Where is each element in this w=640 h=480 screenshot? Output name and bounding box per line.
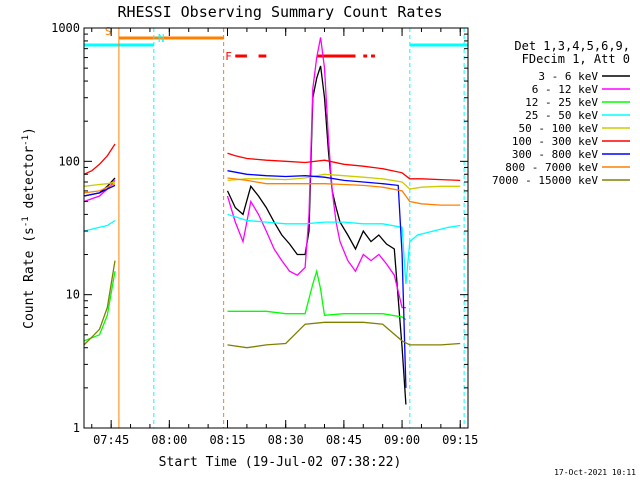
- series-7000-15000keV: [83, 260, 461, 349]
- legend-label: 800 - 7000 keV: [505, 161, 598, 174]
- x-tick-label: 08:15: [209, 433, 245, 447]
- flag-label: F: [225, 50, 232, 63]
- x-tick-label: 09:15: [442, 433, 478, 447]
- observing-flags: S N F: [84, 25, 468, 63]
- y-axis-label: Count Rate (s-1 detector-1): [21, 127, 37, 329]
- series-line: [227, 321, 461, 349]
- y-tick-label: 10: [66, 288, 80, 302]
- legend-label: 12 - 25 keV: [525, 96, 598, 109]
- x-tick-label: 07:45: [93, 433, 129, 447]
- series-lines: [83, 37, 461, 405]
- legend-label: 3 - 6 keV: [538, 70, 598, 83]
- x-tick-label: 09:00: [384, 433, 420, 447]
- series-line: [227, 152, 461, 182]
- flag-label: N: [158, 32, 165, 45]
- legend-label: 25 - 50 keV: [525, 109, 598, 122]
- chart-title: RHESSI Observing Summary Count Rates: [117, 3, 442, 21]
- x-axis-label: Start Time (19-Jul-02 07:38:22): [159, 455, 402, 470]
- series-300-800keV: [83, 170, 407, 388]
- y-tick-label: 1000: [51, 21, 80, 35]
- series-line: [227, 173, 461, 190]
- x-axis-ticks: 07:45 08:00 08:15 08:30 08:45 09:00 09:15: [91, 28, 478, 447]
- legend-label: 6 - 12 keV: [532, 83, 599, 96]
- y-tick-label: 1: [73, 421, 80, 435]
- series-800-7000keV: [83, 177, 461, 206]
- series-line: [226, 37, 406, 309]
- series-25-50keV: [83, 213, 461, 285]
- series-line: [83, 219, 116, 232]
- y-axis-ticks: 1 10 100 1000: [51, 21, 468, 435]
- x-tick-label: 08:00: [151, 433, 187, 447]
- legend-label: 50 - 100 keV: [519, 122, 599, 135]
- series-line: [83, 260, 116, 346]
- timestamp: 17-Oct-2021 10:11: [554, 468, 636, 477]
- series-line: [83, 183, 116, 194]
- series-line: [227, 177, 461, 206]
- flag-label: S: [105, 25, 112, 38]
- series-line: [227, 170, 407, 388]
- series-6-12keV: [83, 37, 406, 309]
- series-line: [83, 184, 116, 197]
- x-tick-label: 08:45: [326, 433, 362, 447]
- series-line: [227, 268, 407, 321]
- y-tick-label: 100: [58, 154, 80, 168]
- legend-header-1: Det 1,3,4,5,6,9,: [514, 39, 630, 53]
- series-line: [83, 143, 116, 175]
- series-line: [83, 181, 116, 187]
- series-line: [226, 65, 407, 405]
- mode-boundaries: [118, 28, 465, 428]
- series-50-100keV: [83, 173, 461, 190]
- x-tick-label: 08:30: [268, 433, 304, 447]
- legend: Det 1,3,4,5,6,9, FDecim 1, Att 0 3 - 6 k…: [492, 39, 630, 187]
- legend-label: 300 - 800 keV: [512, 148, 598, 161]
- series-line: [227, 213, 461, 285]
- legend-header-2: FDecim 1, Att 0: [522, 52, 630, 66]
- legend-label: 7000 - 15000 keV: [492, 174, 598, 187]
- series-line: [83, 179, 116, 203]
- plot-frame: [83, 27, 469, 429]
- series-100-300keV: [83, 143, 461, 182]
- legend-label: 100 - 300 keV: [512, 135, 598, 148]
